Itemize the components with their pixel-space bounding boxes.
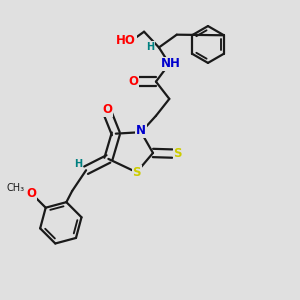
Text: O: O <box>102 103 112 116</box>
Text: S: S <box>132 166 141 179</box>
Text: CH₃: CH₃ <box>7 183 25 193</box>
Text: NH: NH <box>161 57 181 70</box>
Text: O: O <box>27 187 37 200</box>
Text: H: H <box>75 159 83 169</box>
Text: H: H <box>146 42 155 52</box>
Text: O: O <box>129 75 139 88</box>
Text: N: N <box>136 124 146 137</box>
Text: S: S <box>173 147 182 160</box>
Text: HO: HO <box>116 34 136 46</box>
